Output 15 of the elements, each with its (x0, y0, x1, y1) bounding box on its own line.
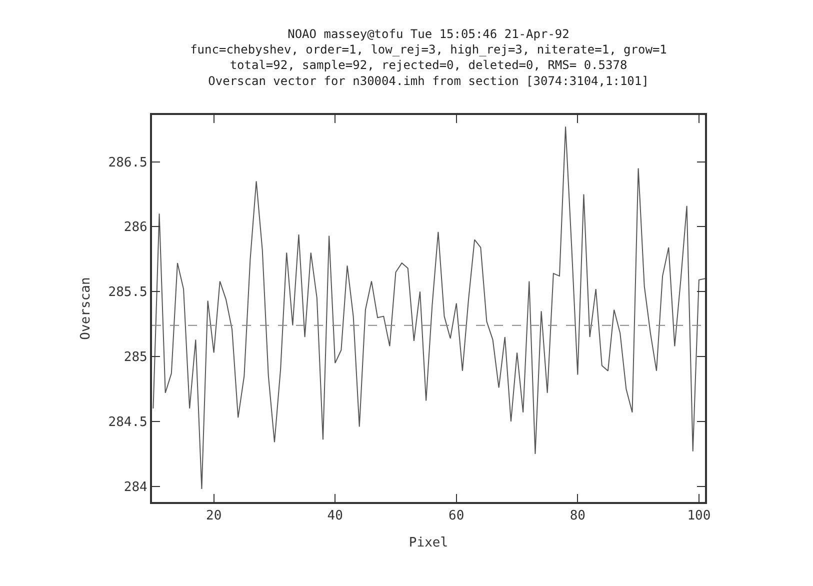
x-tick-label: 20 (206, 508, 222, 524)
y-axis-title: Overscan (78, 277, 94, 340)
chart-title: NOAO massey@tofu Tue 15:05:46 21-Apr-92 func=chebyshev, order=1, low_rej=3, high_rej=3, niterate=1, grow=1 total=92, sample=92, rejected=0, deleted=0, RMS= 0.5378 Overscan vector for n30004.imh from section [3074:3104,1:101] (190, 27, 667, 88)
x-axis-title: Pixel (408, 536, 448, 551)
y-tick-label: 285 (124, 350, 148, 366)
y-tick-label: 286 (124, 220, 148, 236)
y-tick-label: 284 (124, 480, 148, 495)
x-tick-label: 40 (327, 508, 343, 524)
y-tick-label: 285.5 (108, 285, 148, 300)
y-tick-label: 284.5 (108, 415, 148, 430)
line-series (152, 126, 705, 490)
x-tick-label: 80 (570, 508, 586, 524)
x-tick-label: 100 (687, 508, 711, 524)
x-tick-label: 60 (448, 508, 464, 524)
y-tick-label: 286.5 (108, 155, 148, 170)
